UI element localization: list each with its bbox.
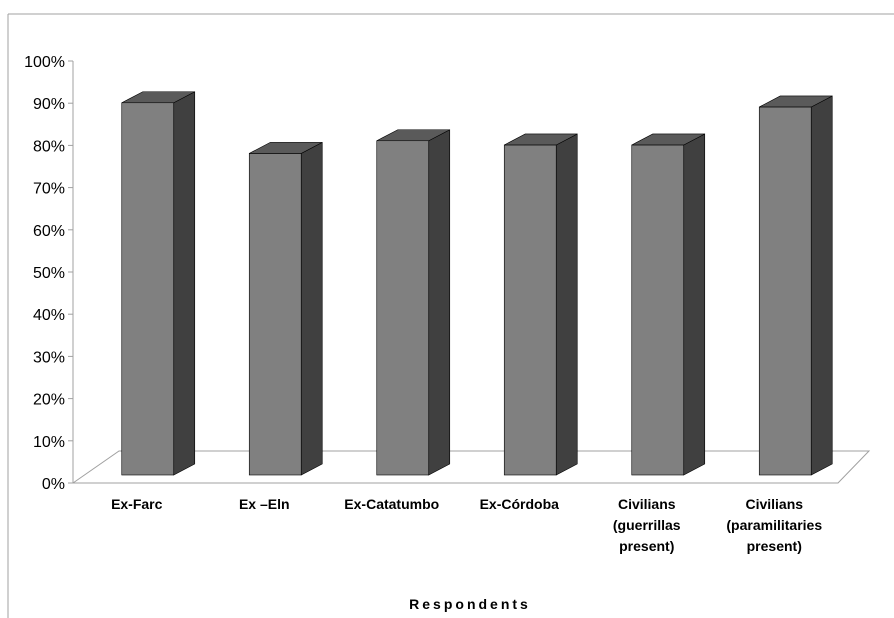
x-category-label: Civilians (guerrillas present) [613, 496, 681, 554]
x-category-label: Ex-Córdoba [480, 496, 560, 512]
bar-top [504, 133, 578, 146]
bar-front [376, 140, 430, 476]
y-tick-label: 10% [33, 434, 65, 451]
bar-front [503, 144, 557, 476]
bar-front [121, 102, 175, 476]
y-tick-label: 70% [33, 181, 65, 198]
bar-side [555, 133, 578, 476]
bar-front [758, 106, 812, 476]
y-tick-label: 100% [24, 54, 65, 71]
bar-top [121, 91, 195, 104]
y-tick-label: 80% [33, 138, 65, 155]
y-tick-label: 60% [33, 223, 65, 240]
bar [631, 133, 706, 476]
bar-side [683, 133, 706, 476]
y-tick-label: 90% [33, 96, 65, 113]
bar-side [300, 141, 323, 476]
x-axis-title: Respondents [409, 596, 531, 612]
chart-floor [72, 450, 871, 484]
x-category-label: Ex –Eln [239, 496, 290, 512]
bar-side [810, 95, 833, 476]
bar-front [248, 153, 302, 476]
bar [503, 133, 578, 476]
bar-side [428, 129, 451, 476]
bar [376, 129, 451, 476]
bar [758, 95, 833, 476]
bar-top [631, 133, 705, 146]
bar [248, 141, 323, 476]
bar-top [376, 129, 450, 142]
y-tick-label: 20% [33, 392, 65, 409]
y-tick-label: 0% [42, 476, 65, 493]
bar-front [631, 144, 685, 476]
bar-top [759, 95, 833, 108]
x-category-label: Civilians (paramilitaries present) [726, 496, 822, 554]
x-category-label: Ex-Farc [111, 496, 163, 512]
y-tick-label: 50% [33, 265, 65, 282]
y-tick-label: 40% [33, 307, 65, 324]
bar [121, 91, 196, 476]
x-category-label: Ex-Catatumbo [344, 496, 439, 512]
bar-side [173, 91, 196, 476]
bar-top [249, 142, 323, 154]
y-tick-label: 30% [33, 349, 65, 366]
